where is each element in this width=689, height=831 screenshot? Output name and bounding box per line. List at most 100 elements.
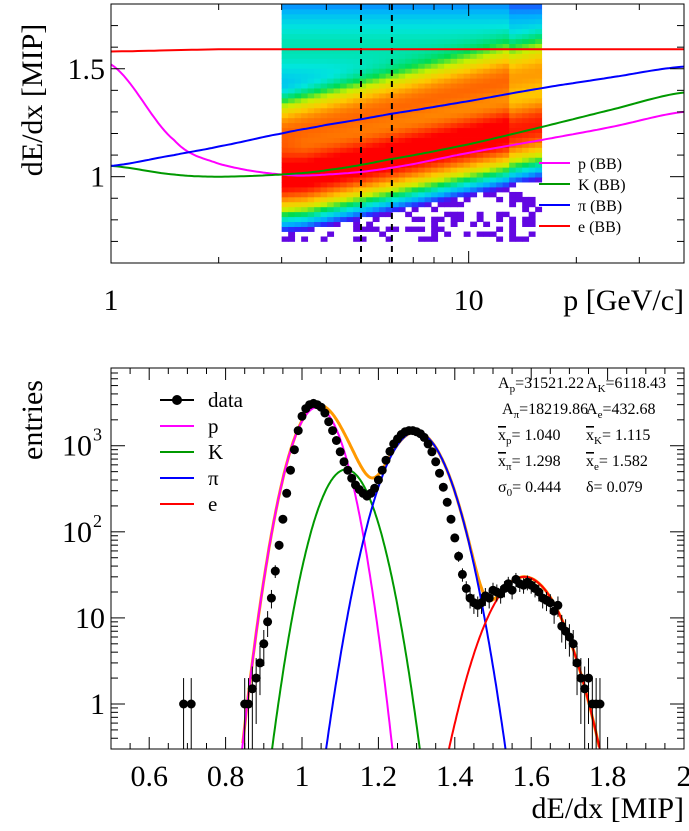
heatmap-cell: [470, 58, 478, 64]
legend-label-e: e (BB): [578, 219, 621, 236]
heatmap-cell: [346, 53, 354, 59]
heatmap-cell: [496, 127, 504, 133]
heatmap-cell: [346, 38, 354, 44]
heatmap-cell: [457, 117, 465, 124]
heatmap-cell: [288, 38, 296, 44]
heatmap-cell: [483, 33, 491, 40]
heatmap-cell: [327, 191, 335, 198]
heatmap-cell: [353, 53, 361, 59]
heatmap-cell: [470, 191, 478, 198]
heatmap-cell: [327, 73, 335, 79]
heatmap-cell: [327, 142, 335, 148]
heatmap-cell: [281, 18, 289, 25]
heatmap-cell: [307, 53, 315, 59]
heatmap-cell: [437, 157, 445, 163]
fit-parameters: Ap=31521.22 AK=6118.43Aπ=18219.86Ae=432.6…: [498, 375, 666, 499]
heatmap-cell: [307, 216, 315, 223]
heatmap-cell: [528, 221, 536, 227]
heatmap-cell: [307, 167, 315, 173]
heatmap-cell: [437, 172, 445, 178]
heatmap-cell: [340, 13, 348, 20]
heatmap-cell: [522, 157, 530, 163]
heatmap-cell: [314, 48, 322, 54]
heatmap-cell: [476, 172, 484, 178]
data-point: [385, 446, 395, 456]
heatmap-cell: [320, 28, 328, 35]
heatmap-cell: [294, 53, 302, 59]
heatmap-cell: [294, 147, 302, 153]
heatmap-cell: [281, 58, 289, 64]
heatmap-cell: [385, 196, 393, 203]
data-point: [595, 699, 605, 709]
heatmap-cell: [502, 73, 510, 79]
heatmap-cell: [288, 8, 296, 15]
heatmap-cell: [457, 147, 465, 153]
heatmap-cell: [372, 28, 380, 35]
heatmap-cell: [502, 4, 510, 10]
heatmap-cell: [489, 78, 497, 84]
heatmap-cell: [476, 33, 484, 40]
heatmap-cell: [314, 4, 322, 10]
heatmap-cell: [470, 93, 478, 99]
heatmap-cell: [340, 132, 348, 138]
heatmap-cell: [489, 4, 497, 10]
heatmap-cell: [463, 13, 471, 20]
heatmap-cell: [366, 38, 374, 44]
heatmap-cell: [437, 4, 445, 10]
heatmap-cell: [444, 53, 452, 59]
heatmap-cell: [444, 4, 452, 10]
heatmap-cell: [288, 137, 296, 143]
heatmap-cell: [372, 83, 380, 89]
heatmap-cell: [431, 48, 439, 54]
heatmap-cell: [294, 211, 302, 218]
heatmap-cell: [359, 38, 367, 44]
heatmap-cell: [528, 68, 536, 74]
heatmap-cell: [327, 137, 335, 143]
legend-label-π: π: [208, 466, 219, 490]
heatmap-cell: [314, 152, 322, 158]
heatmap-cell: [301, 187, 309, 193]
heatmap-cell: [294, 23, 302, 30]
heatmap-cell: [528, 93, 536, 99]
heatmap-cell: [496, 8, 504, 15]
heatmap-cell: [359, 206, 367, 213]
heatmap-cell: [372, 78, 380, 84]
heatmap-cell: [418, 177, 426, 183]
heatmap-cell: [294, 68, 302, 74]
heatmap-cell: [418, 93, 426, 99]
heatmap-cell: [314, 23, 322, 30]
heatmap-cell: [372, 63, 380, 69]
heatmap-cell: [398, 38, 406, 44]
heatmap-cell: [509, 58, 517, 64]
heatmap-cell: [463, 112, 471, 119]
heatmap-cell: [457, 83, 465, 89]
heatmap-cell: [392, 78, 400, 84]
heatmap-cell: [489, 53, 497, 59]
top-heatmap: [281, 4, 543, 242]
heatmap-cell: [320, 216, 328, 223]
legend-marker: [172, 395, 182, 405]
heatmap-cell: [463, 191, 471, 198]
heatmap-cell: [483, 4, 491, 10]
heatmap-cell: [535, 58, 543, 64]
heatmap-cell: [320, 201, 328, 208]
heatmap-cell: [496, 28, 504, 35]
heatmap-cell: [405, 18, 413, 25]
heatmap-cell: [366, 196, 374, 203]
heatmap-cell: [411, 4, 419, 10]
heatmap-cell: [470, 127, 478, 133]
data-point: [278, 514, 288, 524]
heatmap-cell: [320, 142, 328, 148]
heatmap-cell: [398, 83, 406, 89]
legend-label-K: K: [208, 440, 223, 464]
heatmap-cell: [476, 152, 484, 158]
heatmap-cell: [288, 132, 296, 138]
heatmap-cell: [281, 102, 289, 109]
heatmap-cell: [333, 73, 341, 79]
legend-label-data: data: [208, 388, 244, 412]
heatmap-cell: [515, 78, 523, 84]
heatmap-cell: [463, 177, 471, 183]
heatmap-cell: [281, 23, 289, 30]
heatmap-cell: [307, 132, 315, 138]
heatmap-cell: [502, 157, 510, 163]
